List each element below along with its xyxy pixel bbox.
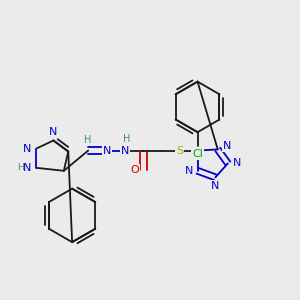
Text: Cl: Cl [192,149,203,159]
Text: N: N [232,158,241,168]
Text: N: N [103,146,111,156]
Text: H: H [85,135,92,145]
Text: N: N [223,141,231,152]
Text: N: N [121,146,129,156]
Text: O: O [130,165,139,175]
Text: H: H [17,163,23,172]
Text: H: H [122,134,130,144]
Text: N: N [184,166,193,176]
Text: S: S [176,146,183,156]
Text: N: N [49,127,58,136]
Text: N: N [211,181,220,191]
Text: N: N [23,163,32,173]
Text: N: N [23,143,32,154]
